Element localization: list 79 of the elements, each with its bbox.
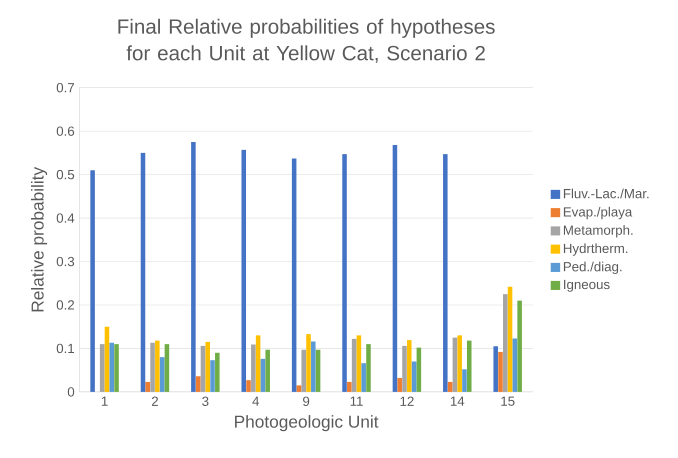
bar xyxy=(311,341,316,392)
legend-label: Evap./playa xyxy=(564,206,632,220)
x-axis-title: Photogeologic Unit xyxy=(235,415,378,432)
bar xyxy=(260,358,266,392)
bar xyxy=(352,338,356,392)
bar xyxy=(296,385,302,392)
bar xyxy=(200,346,206,392)
x-tick-label: 12 xyxy=(400,396,414,406)
bar xyxy=(361,363,366,392)
bar xyxy=(256,335,260,392)
y-tick-label: 0.3 xyxy=(56,256,74,266)
legend-label: Hydrtherm. xyxy=(564,243,628,256)
bar xyxy=(448,382,452,392)
bar xyxy=(316,350,320,392)
bar xyxy=(512,338,518,392)
bar xyxy=(407,340,412,392)
bar xyxy=(503,294,508,392)
bar xyxy=(146,382,150,392)
x-tick-label: 9 xyxy=(303,396,310,406)
bar xyxy=(416,348,422,392)
bar xyxy=(210,360,215,392)
legend-label: Metamorph. xyxy=(564,225,632,238)
legend-label: Ped./diag. xyxy=(564,262,622,274)
bar xyxy=(191,142,196,392)
y-tick-label: 0 xyxy=(68,387,74,397)
bar xyxy=(140,152,146,392)
x-tick-label: 15 xyxy=(501,396,514,406)
x-tick-label: 4 xyxy=(252,396,260,406)
bar xyxy=(164,344,170,392)
bar xyxy=(104,326,110,392)
bar xyxy=(196,376,200,392)
bar xyxy=(397,378,402,392)
bar xyxy=(457,335,462,392)
bar xyxy=(100,344,104,392)
bar xyxy=(493,346,498,392)
y-tick-label: 0.2 xyxy=(56,300,74,310)
bar xyxy=(205,342,210,392)
bar xyxy=(508,286,512,392)
legend-label: Fluv.-Lac./Mar. xyxy=(564,188,648,198)
y-tick-label: 0.5 xyxy=(56,170,74,180)
bar xyxy=(301,350,306,392)
x-tick-label: 1 xyxy=(102,396,108,406)
bar xyxy=(443,154,448,392)
bar xyxy=(265,350,270,392)
y-axis-title: Relative probability xyxy=(30,166,48,312)
x-tick-label: 11 xyxy=(350,396,363,406)
bar xyxy=(462,369,467,392)
bar xyxy=(356,335,362,392)
x-tick-label: 2 xyxy=(152,396,158,406)
x-tick-label: 3 xyxy=(202,396,208,406)
bar xyxy=(114,344,119,392)
x-tick-label: 14 xyxy=(450,396,464,406)
chart-title: Final Relative probabilities of hypotheses for each Unit at Yellow Cat, Scenario 2 xyxy=(118,18,495,63)
bar xyxy=(251,344,256,392)
y-tick-label: 0.1 xyxy=(56,344,74,354)
bar xyxy=(452,338,458,392)
bar xyxy=(246,380,251,392)
bar xyxy=(90,170,95,392)
bar xyxy=(392,145,398,392)
bar xyxy=(306,334,311,392)
bar xyxy=(498,352,503,392)
y-tick-label: 0.6 xyxy=(56,126,74,136)
bar xyxy=(402,346,407,392)
bar xyxy=(412,361,416,392)
bar xyxy=(517,300,522,392)
bar xyxy=(109,342,114,392)
bar xyxy=(347,382,352,392)
legend-label: Igneous xyxy=(564,280,610,292)
bar xyxy=(160,357,164,392)
bar xyxy=(155,340,160,392)
bar xyxy=(342,154,347,392)
bar xyxy=(466,340,472,392)
bar xyxy=(215,352,220,392)
bar xyxy=(366,344,371,392)
bar xyxy=(150,342,155,392)
bar xyxy=(292,158,296,392)
y-tick-label: 0.7 xyxy=(56,82,74,92)
y-tick-label: 0.4 xyxy=(56,213,74,223)
bar xyxy=(241,150,246,392)
